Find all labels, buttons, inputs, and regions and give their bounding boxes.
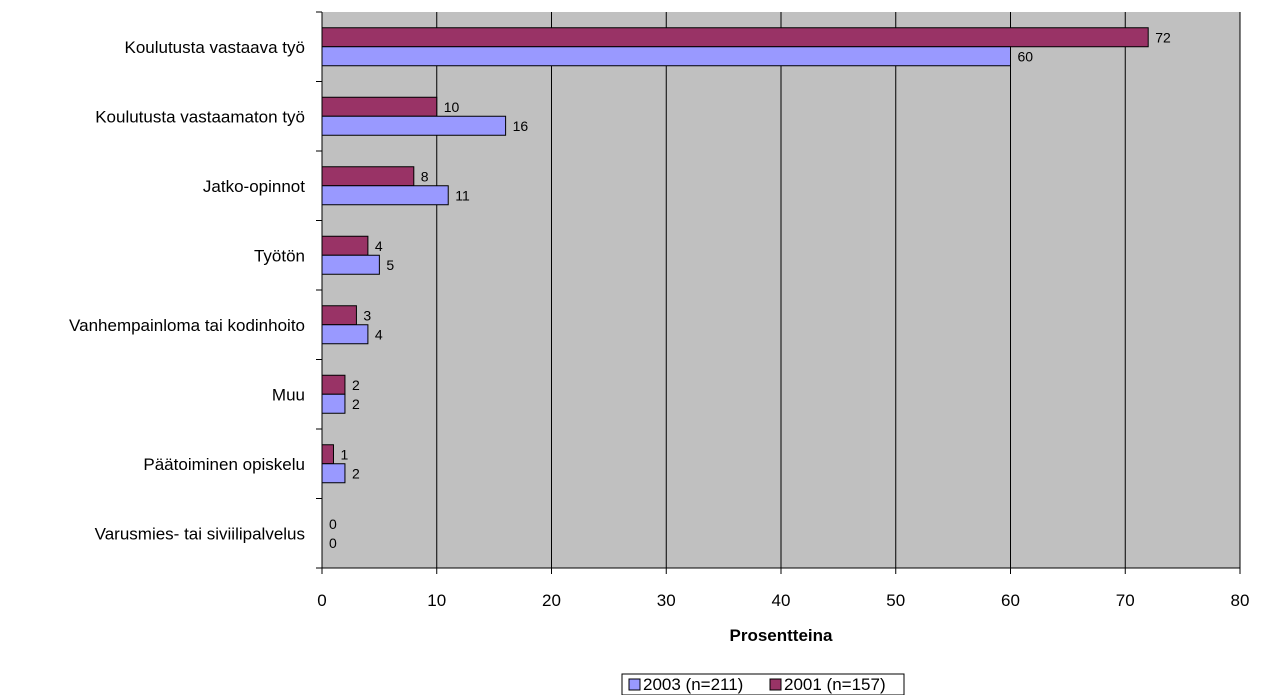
tick-labels: 0 10 20 30 40 50 60 70 80: [317, 591, 1249, 610]
legend-swatch: [628, 678, 641, 691]
x-tick-label: 30: [657, 591, 676, 610]
x-tick-label: 0: [317, 591, 326, 610]
bar: [321, 254, 380, 275]
data-label: 60: [1018, 48, 1034, 64]
data-label: 2: [352, 377, 360, 393]
bar: [321, 96, 438, 117]
category-label: Koulutusta vastaamaton työ: [95, 107, 305, 126]
bar: [321, 324, 369, 345]
x-tick-label: 70: [1116, 591, 1135, 610]
data-label: 8: [421, 168, 429, 184]
bar: [321, 27, 1149, 48]
bars: [321, 27, 1149, 484]
data-label: 16: [513, 118, 529, 134]
x-tick-label: 20: [542, 591, 561, 610]
bar: [321, 374, 346, 395]
category-label: Jatko-opinnot: [203, 177, 305, 196]
legend-label: 2001 (n=157): [784, 675, 886, 694]
legend-box: [621, 673, 905, 695]
legend-swatch: [769, 678, 782, 691]
x-tick-label: 80: [1231, 591, 1250, 610]
category-label: Päätoiminen opiskelu: [143, 455, 305, 474]
bar: [321, 185, 449, 206]
category-label: Työtön: [254, 246, 305, 265]
data-label: 2: [352, 396, 360, 412]
x-tick-label: 60: [1001, 591, 1020, 610]
bar: [321, 115, 507, 136]
data-label: 5: [386, 257, 394, 273]
data-label: 11: [455, 187, 470, 203]
bar: [321, 235, 369, 256]
x-tick-label: 10: [427, 591, 446, 610]
category-label: Varusmies- tai siviilipalvelus: [95, 524, 305, 543]
data-label: 1: [340, 446, 348, 462]
data-label: 0: [329, 535, 337, 551]
legend: 2003 (n=211) 2001 (n=157): [621, 673, 905, 695]
data-label: 0: [329, 516, 337, 532]
axes: [316, 11, 1241, 574]
data-label: 2: [352, 465, 360, 481]
x-tick-label: 40: [772, 591, 791, 610]
data-label: 10: [444, 99, 460, 115]
legend-label: 2003 (n=211): [643, 675, 743, 694]
data-label: 4: [375, 326, 383, 342]
data-label: 72: [1155, 29, 1171, 45]
category-label: Muu: [272, 385, 305, 404]
data-label: 3: [363, 307, 371, 323]
x-axis-title: Prosentteina: [730, 626, 834, 645]
bar: [321, 463, 346, 484]
bar: [321, 166, 415, 187]
category-label: Koulutusta vastaava työ: [124, 38, 305, 57]
bar: [321, 444, 334, 465]
x-tick-label: 50: [886, 591, 905, 610]
bar: [321, 393, 346, 414]
bar: [321, 46, 1011, 67]
data-label: 4: [375, 238, 383, 254]
bar: [321, 305, 357, 326]
category-label: Vanhempainloma tai kodinhoito: [69, 316, 305, 335]
category-labels: Koulutusta vastaava työ Koulutusta vastaa…: [69, 38, 305, 544]
